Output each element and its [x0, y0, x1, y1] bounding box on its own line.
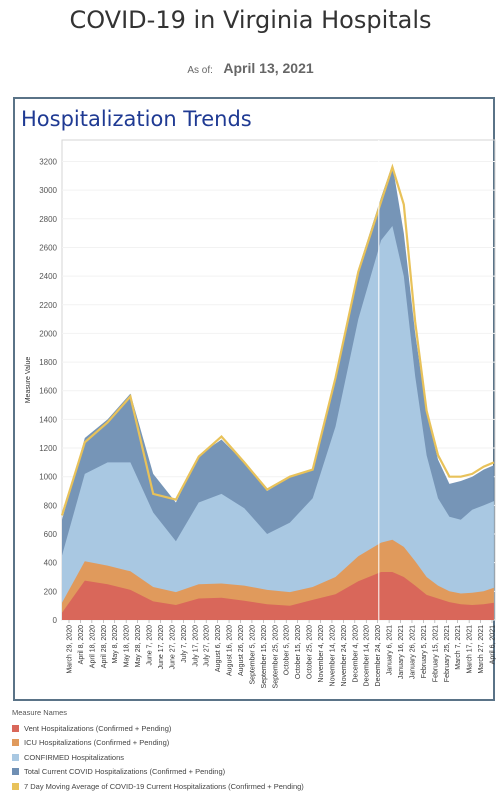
y-tick-label: 400	[44, 559, 58, 568]
x-tick-label: June 17, 2020	[158, 625, 165, 669]
x-tick-label: May 18, 2020	[124, 625, 131, 668]
as-of-line: As of: April 13, 2021	[0, 60, 501, 78]
legend-title: Measure Names	[12, 708, 68, 717]
x-tick-label: October 15, 2020	[295, 625, 302, 679]
x-tick-label: October 5, 2020	[284, 625, 291, 675]
legend-label: 7 Day Moving Average of COVID-19 Current…	[24, 781, 304, 791]
legend-label: CONFIRMED Hospitalizations	[24, 752, 125, 762]
x-tick-label: August 6, 2020	[215, 625, 222, 672]
y-tick-label: 1000	[39, 473, 57, 482]
x-tick-label: September 25, 2020	[272, 625, 279, 689]
x-tick-label: June 27, 2020	[169, 625, 176, 669]
x-tick-label: January 16, 2021	[398, 625, 405, 679]
x-tick-label: November 4, 2020	[318, 625, 325, 683]
x-tick-label: November 24, 2020	[341, 625, 348, 687]
legend-swatch	[12, 782, 19, 790]
x-tick-label: September 5, 2020	[249, 625, 256, 685]
x-tick-label: June 7, 2020	[147, 625, 154, 666]
x-tick-label: December 4, 2020	[352, 625, 359, 683]
series-confirmed-area	[62, 226, 494, 620]
legend-item[interactable]: Total Current COVID Hospitalizations (Co…	[12, 765, 304, 780]
x-tick-label: March 7, 2021	[455, 625, 462, 670]
series-vent-area	[62, 572, 494, 620]
x-tick-label: December 24, 2020	[375, 625, 382, 687]
panel-title: Hospitalization Trends	[21, 107, 252, 131]
x-tick-label: August 16, 2020	[227, 625, 234, 676]
x-tick-label: January 6, 2021	[387, 625, 394, 675]
x-tick-label: May 8, 2020	[112, 625, 119, 664]
y-tick-label: 2800	[39, 215, 57, 224]
x-tick-label: February 25, 2021	[444, 625, 451, 682]
x-tick-label: July 17, 2020	[192, 625, 199, 667]
x-tick-label: April 18, 2020	[89, 625, 96, 668]
series-7day-average-line	[60, 163, 495, 516]
y-axis-title: Measure Value	[25, 357, 32, 404]
y-tick-label: 1600	[39, 387, 57, 396]
x-tick-label: July 27, 2020	[204, 625, 211, 667]
y-tick-label: 3200	[39, 157, 57, 166]
y-tick-label: 1400	[39, 415, 57, 424]
y-tick-label: 600	[44, 530, 58, 539]
as-of-date: April 13, 2021	[223, 60, 314, 76]
x-tick-label: May 28, 2020	[135, 625, 142, 668]
y-tick-label: 1800	[39, 358, 57, 367]
y-tick-label: 2000	[39, 329, 57, 338]
x-tick-label: April 6, 2021	[490, 625, 497, 664]
x-tick-label: July 7, 2020	[181, 625, 188, 663]
y-tick-label: 800	[44, 501, 58, 510]
legend-item[interactable]: Vent Hospitalizations (Confirmed + Pendi…	[12, 721, 304, 736]
x-tick-label: December 14, 2020	[364, 625, 371, 687]
legend-swatch	[12, 768, 19, 776]
as-of-label: As of:	[187, 65, 213, 76]
legend-item[interactable]: ICU Hospitalizations (Confirmed + Pendin…	[12, 736, 304, 751]
x-tick-label: August 26, 2020	[238, 625, 245, 676]
x-tick-label: February 5, 2021	[421, 625, 428, 678]
x-tick-label: November 14, 2020	[329, 625, 336, 687]
y-tick-label: 2400	[39, 272, 57, 281]
legend: Measure Names Vent Hospitalizations (Con…	[12, 708, 304, 794]
legend-item[interactable]: 7 Day Moving Average of COVID-19 Current…	[12, 779, 304, 794]
page-title: COVID-19 in Virginia Hospitals	[69, 6, 432, 34]
x-tick-label: September 15, 2020	[261, 625, 268, 689]
y-tick-label: 2200	[39, 301, 57, 310]
x-tick-label: March 27, 2021	[478, 625, 485, 674]
x-tick-label: March 29, 2020	[67, 625, 74, 674]
y-tick-label: 0	[53, 616, 58, 625]
y-tick-label: 200	[44, 587, 58, 596]
x-tick-label: January 26, 2021	[409, 625, 416, 679]
y-tick-label: 3000	[39, 186, 57, 195]
x-tick-label: April 28, 2020	[101, 625, 108, 668]
x-tick-label: April 8, 2020	[78, 625, 85, 664]
legend-swatch	[12, 724, 19, 732]
legend-label: Total Current COVID Hospitalizations (Co…	[24, 767, 226, 777]
y-tick-label: 1200	[39, 444, 57, 453]
legend-swatch	[12, 753, 19, 761]
legend-swatch	[12, 739, 19, 747]
legend-label: ICU Hospitalizations (Confirmed + Pendin…	[24, 738, 170, 748]
y-tick-label: 2600	[39, 243, 57, 252]
legend-item[interactable]: CONFIRMED Hospitalizations	[12, 750, 304, 765]
legend-label: Vent Hospitalizations (Confirmed + Pendi…	[24, 723, 172, 733]
x-tick-label: October 25, 2020	[307, 625, 314, 679]
x-tick-label: March 17, 2021	[467, 625, 474, 674]
x-tick-label: February 15, 2021	[432, 625, 439, 682]
